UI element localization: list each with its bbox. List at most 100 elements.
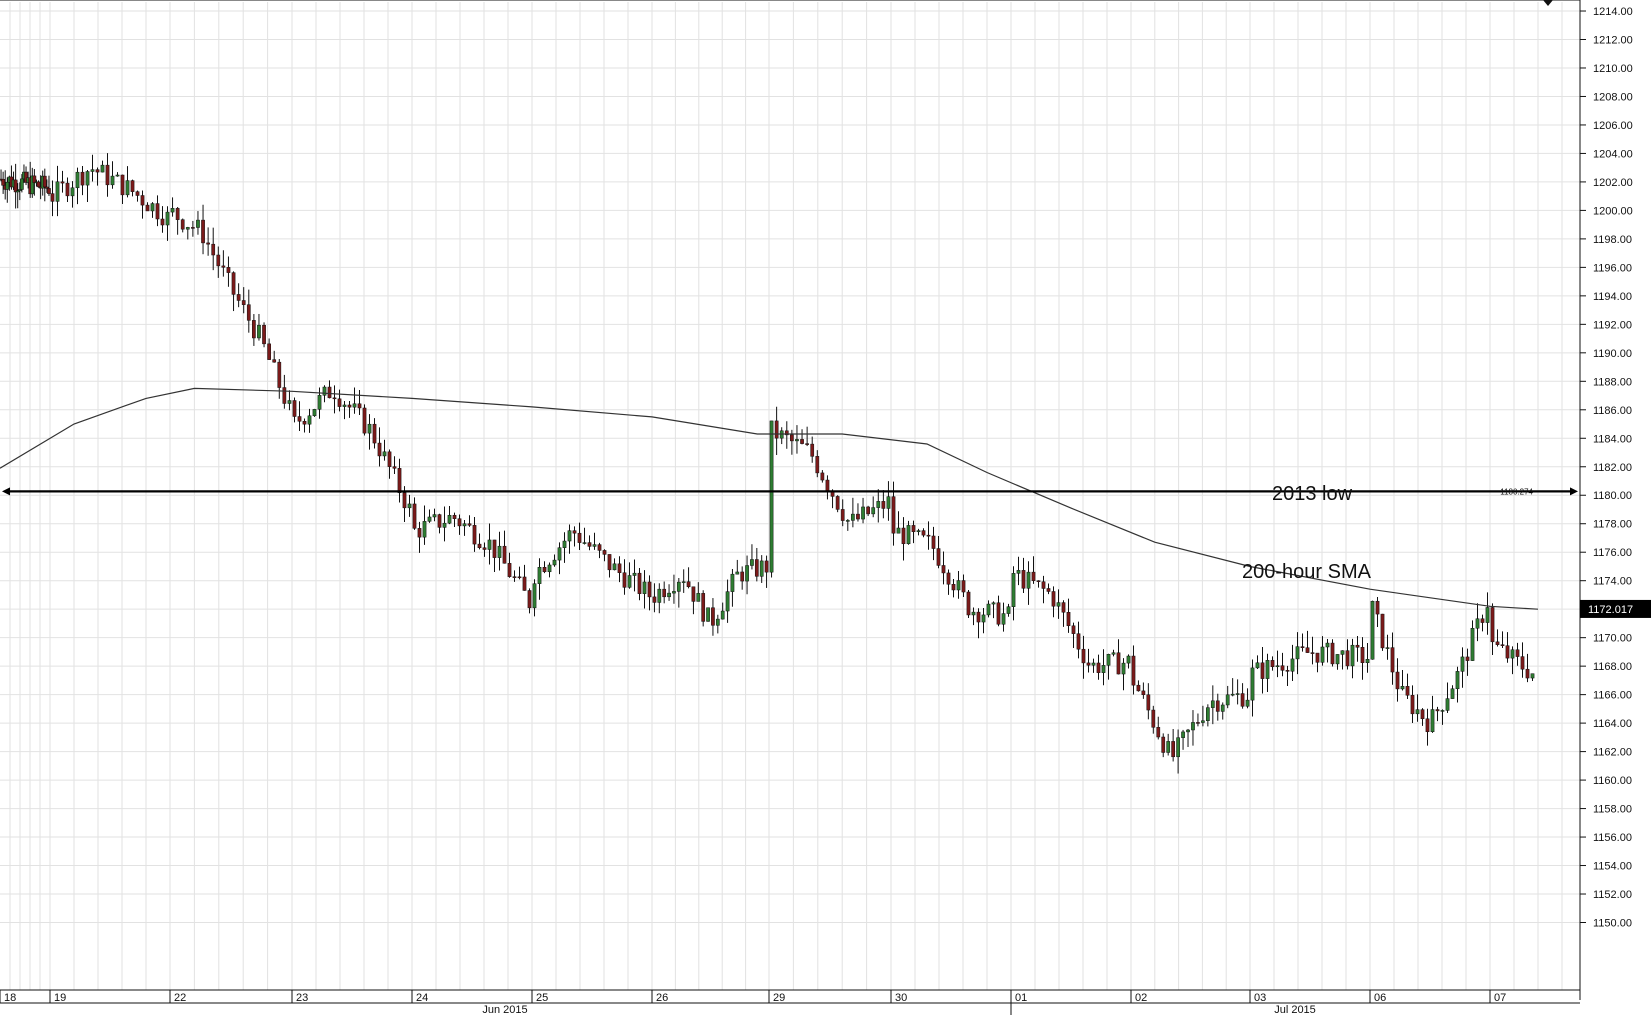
candle-body bbox=[50, 193, 55, 202]
sma-layer bbox=[0, 387, 1539, 610]
candle-body bbox=[497, 545, 502, 558]
candle-body bbox=[1176, 737, 1180, 758]
candle-body bbox=[1096, 662, 1101, 673]
candle-body bbox=[986, 603, 991, 616]
candle-body bbox=[1350, 644, 1355, 667]
candle-body bbox=[282, 387, 287, 404]
candle-body bbox=[956, 580, 961, 591]
candle-body bbox=[1056, 602, 1061, 607]
candle-body bbox=[946, 572, 951, 585]
candle-body bbox=[532, 583, 537, 609]
candle-body bbox=[1290, 658, 1295, 672]
candle-body bbox=[527, 590, 532, 609]
candle-body bbox=[681, 581, 686, 583]
candle-body bbox=[115, 174, 120, 177]
candle-body bbox=[1076, 633, 1081, 650]
y-tick-label: 1178.00 bbox=[1593, 519, 1632, 531]
candle-body bbox=[971, 611, 976, 616]
candle-body bbox=[1201, 720, 1205, 723]
candle-body bbox=[302, 421, 307, 425]
candle-body bbox=[1440, 710, 1445, 712]
y-tick-label: 1190.00 bbox=[1593, 348, 1632, 360]
candle-body bbox=[1445, 698, 1450, 711]
candle-body bbox=[191, 227, 195, 229]
candle-body bbox=[676, 581, 681, 592]
scroll-marker-icon bbox=[1543, 0, 1553, 6]
candle-body bbox=[241, 300, 246, 305]
candle-body bbox=[745, 565, 749, 582]
candle-body bbox=[60, 181, 65, 184]
candle-body bbox=[567, 530, 572, 542]
candle-body bbox=[1245, 699, 1250, 707]
candle-body bbox=[1530, 673, 1535, 679]
candle-body bbox=[790, 434, 794, 442]
candle-body bbox=[686, 581, 691, 588]
y-tick-label: 1160.00 bbox=[1593, 775, 1632, 787]
candle-body bbox=[1455, 671, 1460, 690]
candle-body bbox=[1515, 649, 1520, 657]
candle-body bbox=[55, 181, 60, 202]
candle-body bbox=[110, 175, 115, 186]
candle-body bbox=[1395, 671, 1400, 690]
candle-body bbox=[387, 451, 392, 467]
candle-body bbox=[1215, 700, 1220, 712]
candle-body bbox=[1220, 704, 1225, 712]
candle-body bbox=[906, 525, 911, 545]
candle-body bbox=[155, 203, 160, 220]
candle-body bbox=[750, 559, 754, 566]
candle-body bbox=[835, 496, 840, 510]
y-tick-label: 1184.00 bbox=[1593, 433, 1632, 445]
candle-body bbox=[1295, 646, 1300, 660]
candle-body bbox=[632, 572, 637, 576]
candle-body bbox=[1101, 665, 1106, 673]
candle-body bbox=[267, 343, 271, 360]
candle-body bbox=[572, 530, 577, 534]
candle-body bbox=[764, 560, 769, 573]
candle-body bbox=[805, 443, 809, 445]
candle-body bbox=[1116, 652, 1121, 675]
candle-body bbox=[851, 513, 855, 521]
candle-body bbox=[1405, 686, 1410, 696]
candle-body bbox=[607, 554, 612, 571]
candle-body bbox=[457, 518, 462, 527]
candle-body bbox=[754, 559, 759, 577]
y-tick-label: 1174.00 bbox=[1593, 576, 1632, 588]
y-tick-label: 1156.00 bbox=[1593, 832, 1632, 844]
candle-body bbox=[85, 171, 90, 186]
candle-body bbox=[367, 423, 372, 434]
y-tick-label: 1180.00 bbox=[1593, 490, 1632, 502]
candle-body bbox=[552, 559, 557, 566]
y-tick-label: 1182.00 bbox=[1593, 462, 1632, 474]
candle-body bbox=[706, 607, 710, 622]
candle-body bbox=[90, 169, 95, 172]
candle-body bbox=[140, 195, 145, 206]
candle-body bbox=[257, 324, 261, 339]
candle-body bbox=[537, 567, 542, 584]
candle-body bbox=[1340, 650, 1345, 655]
grid bbox=[0, 2, 1580, 990]
candle-body bbox=[1061, 602, 1066, 613]
candle-body bbox=[981, 614, 986, 623]
candle-body bbox=[730, 573, 735, 592]
candle-body bbox=[65, 182, 70, 197]
candle-body bbox=[1240, 693, 1245, 707]
candle-body bbox=[881, 501, 886, 509]
candle-body bbox=[13, 179, 18, 193]
y-tick-label: 1168.00 bbox=[1593, 661, 1632, 673]
candle-body bbox=[825, 479, 830, 492]
candle-body bbox=[1036, 580, 1041, 582]
candle-body bbox=[647, 581, 652, 598]
candle-body bbox=[1400, 686, 1405, 690]
candle-body bbox=[547, 564, 552, 573]
candle-body bbox=[542, 567, 547, 573]
candle-body bbox=[412, 503, 417, 529]
candle-body bbox=[1335, 654, 1340, 665]
x-month-label: Jun 2015 bbox=[482, 1004, 527, 1015]
candle-body bbox=[216, 254, 221, 267]
candle-body bbox=[277, 361, 282, 388]
candle-body bbox=[1146, 694, 1151, 711]
candle-body bbox=[221, 265, 226, 268]
candle-body bbox=[1420, 709, 1425, 720]
candle-body bbox=[1495, 641, 1500, 645]
